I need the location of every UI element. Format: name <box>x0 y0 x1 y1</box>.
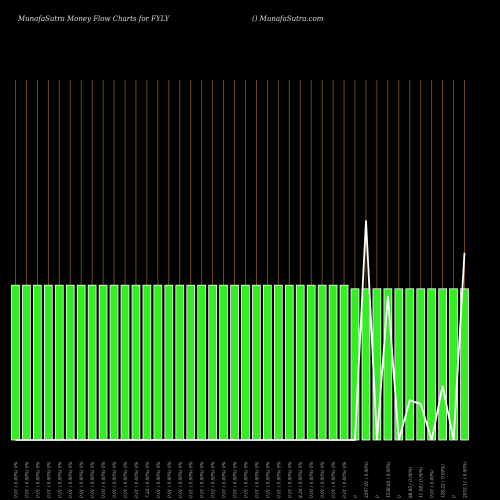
bar <box>361 288 371 441</box>
bar <box>120 284 130 441</box>
x-tick-label: 0.01 ( 0.00%) 0% <box>134 461 139 498</box>
bar <box>328 284 338 441</box>
x-tick-label: 0.01 ( 0.00%) 0% <box>101 461 106 498</box>
bar <box>372 288 382 441</box>
x-tick-label: 2297.91 ( 0.00%) <box>364 461 369 499</box>
bar <box>43 284 53 441</box>
bar <box>186 284 196 441</box>
x-tick-label: 0.01 ( 0.00%) 0% <box>189 461 194 498</box>
x-tick-label: 0.01 ( 0.00%) 0% <box>79 461 84 498</box>
bar <box>383 288 393 441</box>
x-tick-label: 11.08 ( 0.00%) <box>419 466 424 498</box>
x-tick-label: 0.01 ( 0.00%) 0% <box>35 461 40 498</box>
bar <box>339 284 349 441</box>
money-flow-line <box>15 220 466 441</box>
bar <box>427 288 437 441</box>
x-tick-label: 0.01 ( 0.00%) 0% <box>13 461 18 498</box>
bar <box>131 284 141 441</box>
bar <box>273 284 283 441</box>
bar <box>208 284 217 441</box>
x-tick-label: 0.01 ( 0.00%) 0% <box>68 461 73 498</box>
x-tick-label: 0.01 ( 0.00%) 0% <box>222 461 227 498</box>
bar <box>65 284 75 441</box>
bar <box>153 284 163 441</box>
bar <box>438 288 447 441</box>
chart-source: () MunafaSutra.com <box>252 15 324 23</box>
x-tick-label: 88.95 ( 0.00%) <box>408 466 413 498</box>
x-tick-label: 0.01 ( 0.00%) 0% <box>243 461 248 498</box>
x-tick-label: 0.01 ( 0.00%) 0% <box>178 461 183 498</box>
x-tick-label: 8.26 ( 0.00%) 0% <box>298 461 303 498</box>
x-tick-label: 128.22 ( 0.00%) <box>441 464 446 498</box>
chart-title: MunafaSutra Money Flow Charts for FYLY <box>18 15 170 23</box>
x-tick-label: 2053.11 ( 0.00%) <box>463 461 468 499</box>
bar <box>219 284 228 441</box>
bar <box>460 288 469 441</box>
bar <box>11 284 20 441</box>
bar <box>252 284 261 441</box>
x-tick-label: 0.01 ( 0.00%) 0% <box>331 461 336 498</box>
x-tick-label: 0.01 ( 0.00%) 0% <box>276 461 281 498</box>
x-tick-label: 0.01 ( 0.00%) 0% <box>167 461 172 498</box>
x-tick-label: 0.01 ( 0.00%) 0% <box>57 461 62 498</box>
bar <box>241 284 250 441</box>
bar <box>295 284 305 441</box>
bar <box>22 284 31 441</box>
x-tick-label: 1538.82 ( 0.00%) <box>386 461 391 498</box>
bar <box>76 284 86 441</box>
x-tick-label: 0.01 ( 0.00%) <box>430 469 435 498</box>
x-tick-label: 0.01 ( 0.00%) 0% <box>156 461 161 498</box>
bar <box>54 284 64 441</box>
bar <box>317 284 327 441</box>
x-tick-label: 0.01 ( 0.00%) 0% <box>200 461 205 498</box>
x-tick-label: 0.01 ( 0.00%) 0% <box>46 461 51 498</box>
x-tick-label: 0.01 ( 0.00%) 0% <box>112 461 117 498</box>
x-tick-label: 0.01 ( 0.00%) 0% <box>320 461 325 498</box>
x-tick-label: 0 <box>452 495 457 498</box>
x-tick-label: 0.01 ( 0.00%) 0% <box>24 461 29 498</box>
bar <box>164 284 174 441</box>
bar <box>449 288 458 441</box>
x-tick-label: 0 <box>397 495 402 498</box>
bar <box>197 284 207 441</box>
bar <box>175 284 185 441</box>
x-tick-label: 7.22 ( 0.00%) 0% <box>145 461 150 498</box>
bar <box>284 284 294 441</box>
x-tick-label: 0.01 ( 0.00%) 0% <box>265 461 270 498</box>
bar <box>394 288 404 441</box>
x-tick-label: 0.01 ( 0.00%) 0% <box>211 461 216 498</box>
bar <box>109 284 119 441</box>
bar <box>350 288 360 441</box>
bar <box>142 284 152 441</box>
x-tick-label: 0.01 ( 0.00%) 0% <box>90 461 95 498</box>
bar <box>87 284 97 441</box>
x-tick-label: 0.01 ( 0.00%) 0% <box>123 461 128 498</box>
x-tick-label: 0 <box>353 495 358 498</box>
x-tick-label: 0.01 ( 0.00%) 0% <box>309 461 314 498</box>
bar <box>405 288 415 441</box>
x-tick-label: 0.01 ( 0.00%) 0% <box>233 461 238 498</box>
bar <box>416 288 426 441</box>
bar <box>33 284 42 441</box>
x-tick-label: 0.01 ( 0.00%) 0% <box>342 461 347 498</box>
bar <box>306 284 316 441</box>
bar <box>263 284 272 441</box>
x-tick-label: 0 <box>375 495 380 498</box>
bar <box>98 284 108 441</box>
x-tick-label: 0.01 ( 0.00%) 0% <box>254 461 259 498</box>
x-tick-label: 0.01 ( 0.00%) 0% <box>287 461 292 498</box>
bar <box>230 284 239 441</box>
